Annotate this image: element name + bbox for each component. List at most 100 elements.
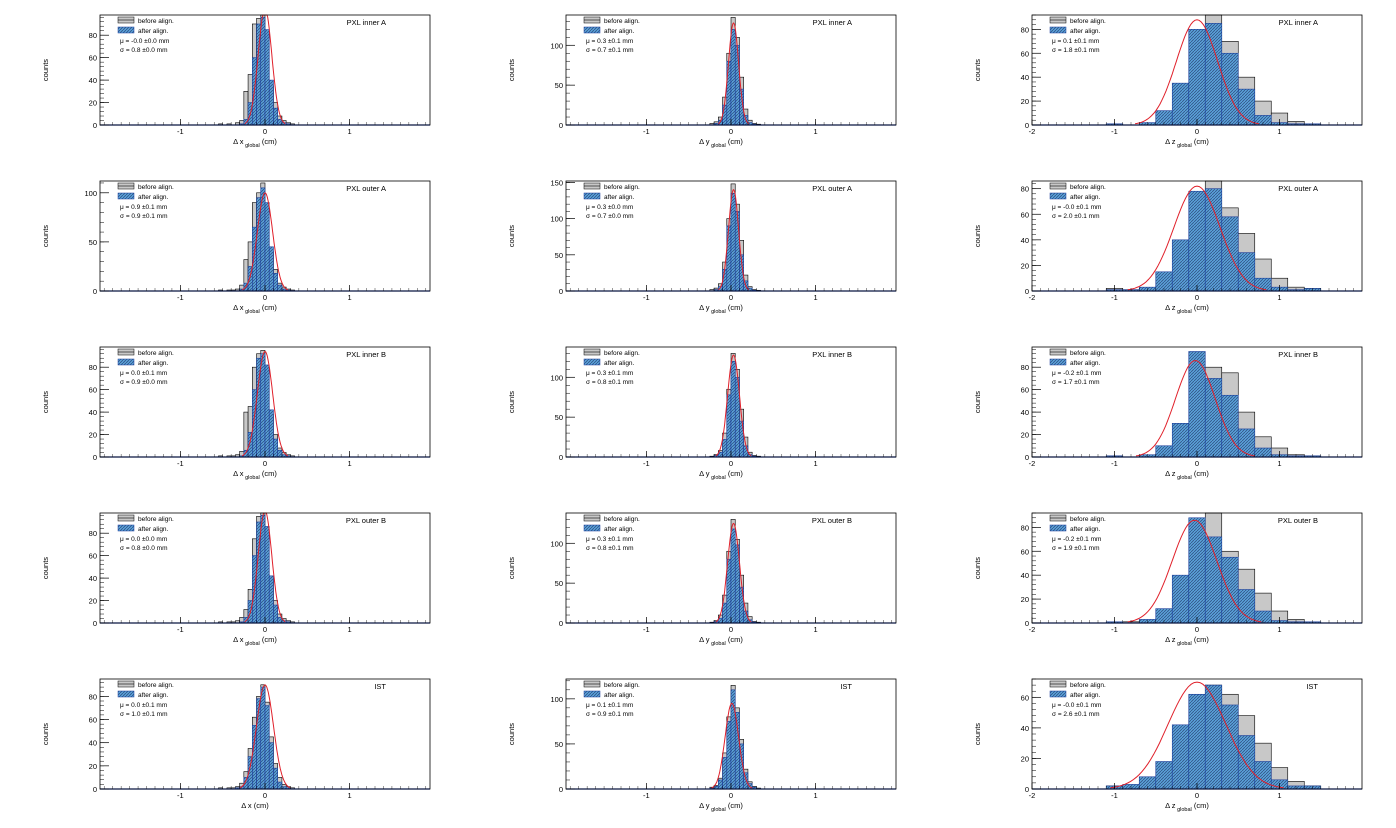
panel-title: PXL outer A bbox=[346, 184, 386, 193]
x-axis-label: Δ z global (cm) bbox=[1165, 137, 1209, 149]
y-tick-label: 20 bbox=[89, 597, 97, 606]
fit-curve bbox=[1127, 185, 1267, 291]
x-tick-label: -1 bbox=[1111, 625, 1118, 634]
after-bar bbox=[1254, 761, 1272, 790]
after-bar bbox=[252, 226, 257, 292]
x-axis-label: Δ x global (cm) bbox=[233, 635, 277, 647]
y-tick-label: 0 bbox=[93, 121, 97, 130]
x-tick-label: 1 bbox=[814, 625, 818, 634]
legend: before align. after align. μ = -0.2 ±0.1 m… bbox=[1049, 514, 1106, 552]
x-tick-label: 0 bbox=[1195, 293, 1199, 302]
fit-mean-label: μ = 0.3 ±0.1 mm bbox=[586, 536, 633, 543]
fit-sigma-label: σ = 0.9 ±0.1 mm bbox=[586, 711, 634, 718]
legend: before align. after align. μ = 0.1 ±0.1 mm… bbox=[583, 680, 640, 718]
y-tick-label: 60 bbox=[89, 54, 97, 63]
x-tick-label: -1 bbox=[177, 625, 184, 634]
x-tick-label: -1 bbox=[1111, 791, 1118, 800]
y-tick-label: 0 bbox=[1025, 287, 1029, 296]
fit-mean-label: μ = 0.3 ±0.0 mm bbox=[586, 204, 633, 211]
after-bar bbox=[273, 767, 278, 790]
x-axis-label: Δ z global (cm) bbox=[1165, 635, 1209, 647]
x-tick-label: -1 bbox=[177, 293, 184, 302]
legend: before align. after align. μ = -0.2 ±0.1 m… bbox=[1049, 348, 1106, 386]
after-bar bbox=[726, 225, 732, 292]
y-tick-label: 40 bbox=[1021, 571, 1029, 580]
histogram-panel: 0 20 40 60 80 -2 -1 0 1 Δ z global (cm) counts PXL … bbox=[973, 512, 1363, 647]
x-tick-label: -1 bbox=[1111, 127, 1118, 136]
x-axis-label: Δ z global (cm) bbox=[1165, 303, 1209, 315]
after-bar bbox=[722, 602, 728, 624]
fit-mean-label: μ = 0.0 ±0.0 mm bbox=[120, 536, 167, 543]
histogram-panel: 0 50 100 -1 0 1 Δ y global (cm) counts PXL outer… bbox=[507, 512, 897, 647]
panel-title: IST bbox=[1306, 682, 1318, 691]
x-tick-label: 0 bbox=[729, 791, 733, 800]
after-bar bbox=[1221, 704, 1239, 790]
after-bar bbox=[277, 781, 283, 790]
legend-swatch-after bbox=[117, 26, 135, 34]
x-tick-label: -1 bbox=[177, 459, 184, 468]
fit-curve bbox=[715, 354, 752, 457]
y-tick-label: 100 bbox=[84, 189, 97, 198]
after-bar bbox=[264, 705, 270, 790]
fit-curve bbox=[715, 522, 752, 623]
after-bar bbox=[730, 528, 736, 624]
x-axis-label: Δ y global (cm) bbox=[699, 635, 743, 647]
y-axis-label: counts bbox=[41, 391, 50, 413]
legend-label-after: after align. bbox=[604, 360, 635, 367]
after-bar bbox=[1204, 536, 1223, 624]
legend-label-before: before align. bbox=[138, 18, 174, 25]
after-bar bbox=[277, 617, 283, 624]
y-axis-label: counts bbox=[41, 225, 50, 247]
y-axis-label: counts bbox=[507, 391, 516, 413]
fit-sigma-label: σ = 0.8 ±0.1 mm bbox=[586, 545, 634, 552]
y-tick-label: 50 bbox=[89, 238, 97, 247]
x-tick-label: -2 bbox=[1029, 127, 1036, 136]
y-tick-label: 0 bbox=[559, 287, 563, 296]
fit-sigma-label: σ = 0.7 ±0.0 mm bbox=[586, 213, 634, 220]
histogram-panel: 0 20 40 60 80 -1 0 1 Δ x global (cm) counts PXL in… bbox=[41, 14, 431, 149]
after-bar bbox=[730, 361, 736, 458]
after-bar bbox=[734, 44, 740, 126]
panel-title: PXL inner B bbox=[1278, 350, 1318, 359]
legend-swatch-after bbox=[1049, 524, 1067, 532]
y-tick-label: 20 bbox=[1021, 595, 1029, 604]
after-bar bbox=[1237, 589, 1256, 624]
fit-curve bbox=[239, 684, 291, 789]
legend-label-after: after align. bbox=[1070, 28, 1101, 35]
y-tick-label: 80 bbox=[89, 363, 97, 372]
y-tick-label: 50 bbox=[555, 579, 563, 588]
histogram-panel: 0 20 40 60 80 -2 -1 0 1 Δ z global (cm) counts PXL … bbox=[973, 346, 1363, 481]
x-tick-label: 0 bbox=[1195, 791, 1199, 800]
fit-mean-label: μ = -0.0 ±0.1 mm bbox=[1052, 204, 1101, 211]
after-bar bbox=[273, 438, 278, 458]
legend-label-before: before align. bbox=[604, 350, 640, 357]
y-tick-label: 50 bbox=[555, 251, 563, 260]
y-tick-label: 0 bbox=[559, 785, 563, 794]
x-axis-label: Δ y global (cm) bbox=[699, 801, 743, 813]
y-tick-label: 20 bbox=[1021, 754, 1029, 763]
x-axis-label: Δ x global (cm) bbox=[233, 469, 277, 481]
after-bar bbox=[1188, 693, 1206, 790]
x-axis-label: Δ y global (cm) bbox=[699, 469, 743, 481]
fit-curve bbox=[1110, 681, 1284, 789]
legend-label-after: after align. bbox=[604, 692, 635, 699]
legend: before align. after align. μ = -0.0 ±0.1 m… bbox=[1049, 680, 1106, 718]
panel-title: PXL outer B bbox=[1278, 516, 1318, 525]
after-bar bbox=[268, 409, 274, 458]
y-tick-label: 0 bbox=[559, 619, 563, 628]
panel-title: PXL inner A bbox=[1279, 18, 1318, 27]
x-tick-label: -1 bbox=[643, 625, 650, 634]
y-axis-label: counts bbox=[41, 723, 50, 745]
legend-swatch-after bbox=[583, 26, 601, 34]
legend-swatch-after bbox=[1049, 26, 1067, 34]
after-bar bbox=[722, 757, 728, 790]
x-tick-label: 0 bbox=[1195, 459, 1199, 468]
fit-curve bbox=[717, 188, 750, 291]
after-bar bbox=[1155, 761, 1173, 790]
fit-curve bbox=[717, 22, 750, 125]
after-bar bbox=[1204, 684, 1223, 790]
y-tick-label: 0 bbox=[93, 619, 97, 628]
x-axis-label: Δ y global (cm) bbox=[699, 137, 743, 149]
y-tick-label: 40 bbox=[1021, 236, 1029, 245]
